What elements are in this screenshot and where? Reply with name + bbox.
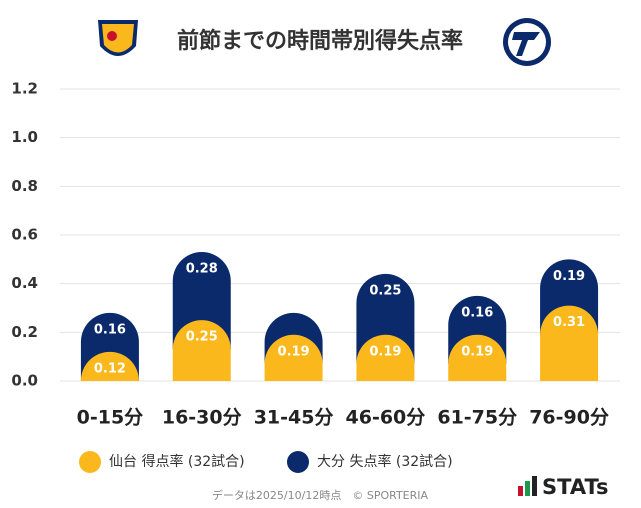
bar-segment (448, 334, 507, 381)
value-label: 0.16 (94, 322, 126, 337)
value-label: 0.19 (369, 344, 401, 359)
y-tick-label: 0.8 (11, 177, 38, 195)
y-tick-label: 1.0 (11, 128, 38, 146)
y-tick-label: 0.6 (11, 226, 38, 244)
y-tick-label: 0.2 (11, 323, 38, 341)
legend-marker (79, 451, 101, 473)
x-tick-label: 16-30分 (162, 407, 242, 429)
bar-segment (356, 334, 415, 381)
value-label: 0.19 (278, 344, 310, 359)
x-tick-label: 76-90分 (529, 407, 609, 429)
value-label: 0.12 (94, 361, 126, 376)
value-label: 0.19 (461, 344, 493, 359)
value-label: 0.16 (461, 305, 493, 320)
value-label: 0.19 (553, 269, 585, 284)
x-tick-label: 31-45分 (254, 407, 334, 429)
brand-logo (518, 476, 537, 496)
x-tick-label: 61-75分 (437, 407, 517, 429)
bar-segment (172, 320, 231, 381)
home-logo (98, 20, 138, 56)
value-label: 0.25 (186, 330, 218, 345)
x-tick-label: 46-60分 (346, 407, 426, 429)
value-label: 0.25 (369, 283, 401, 298)
bar-segment (264, 334, 323, 381)
chart-title: 前節までの時間帯別得失点率 (177, 28, 463, 54)
footer: データは2025/10/12時点 © SPORTERIA (212, 488, 429, 502)
bar-segment (80, 351, 139, 381)
y-tick-label: 0.0 (11, 372, 38, 390)
legend-label: 大分 失点率 (32試合) (317, 453, 453, 470)
y-tick-label: 0.4 (11, 274, 38, 292)
legend-label: 仙台 得点率 (32試合) (109, 453, 245, 470)
away-logo (503, 18, 551, 66)
bar-segment (540, 305, 599, 381)
y-tick-label: 1.2 (11, 80, 38, 98)
value-label: 0.28 (186, 262, 218, 277)
legend-marker (287, 451, 309, 473)
brand: STATs (542, 475, 608, 499)
value-label: 0.31 (553, 315, 585, 330)
x-tick-label: 0-15分 (77, 407, 144, 429)
